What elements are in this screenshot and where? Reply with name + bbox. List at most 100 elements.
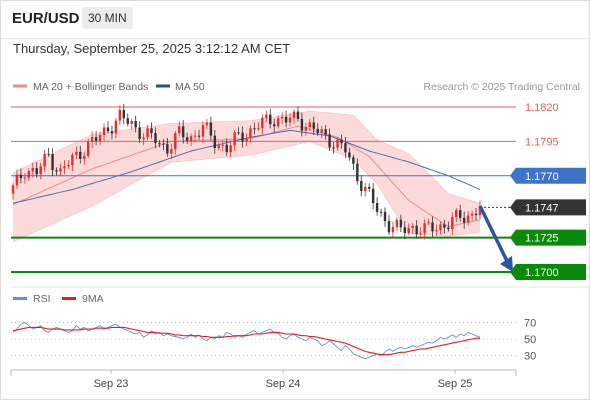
candle-body <box>174 133 177 150</box>
candle-body <box>146 128 149 138</box>
candle <box>304 122 308 136</box>
candle <box>221 140 224 152</box>
candle-body <box>383 211 387 222</box>
candle <box>308 119 312 131</box>
candle <box>138 121 141 143</box>
candle <box>300 112 304 137</box>
candle-body <box>185 137 189 141</box>
support-1-tag <box>510 229 586 246</box>
candle <box>439 221 442 235</box>
candle <box>15 169 19 189</box>
candle <box>11 183 15 200</box>
candle <box>229 140 232 158</box>
candle-body <box>229 145 232 153</box>
candle <box>98 131 102 146</box>
candle-body <box>447 227 450 230</box>
candle <box>443 219 446 234</box>
candle <box>280 112 284 125</box>
candle-body <box>261 117 264 129</box>
candle-body <box>253 128 256 130</box>
candle-body <box>106 127 110 132</box>
candle-body <box>415 225 418 235</box>
candle <box>146 124 149 141</box>
rsi-legend-label: RSI <box>33 293 51 305</box>
candle-body <box>122 110 126 119</box>
candle-body <box>292 111 296 118</box>
support-2-label: 1.1700 <box>525 267 559 279</box>
candle-body <box>466 215 470 223</box>
candle <box>403 221 407 239</box>
candle-body <box>478 206 482 216</box>
candle <box>474 208 478 221</box>
candle-body <box>348 152 351 158</box>
candle-body <box>364 186 367 191</box>
candle <box>375 197 379 216</box>
candle-body <box>142 137 145 140</box>
candle-body <box>51 153 54 171</box>
candle <box>51 148 54 177</box>
credit-label: Research © 2025 Trading Central <box>423 81 580 93</box>
candle <box>67 160 70 169</box>
candle-body <box>11 185 15 194</box>
candle <box>364 182 367 197</box>
candle-body <box>427 222 430 224</box>
chart-header: EUR/USD 30 MIN <box>0 0 590 39</box>
candle-body <box>158 143 161 145</box>
candle <box>102 123 106 142</box>
candle-body <box>245 137 248 142</box>
candle <box>470 210 474 222</box>
candle-body <box>98 135 102 141</box>
candle <box>269 108 272 129</box>
candle <box>253 122 256 135</box>
candle-body <box>102 127 106 136</box>
candle-body <box>23 177 27 179</box>
candle-body <box>257 128 260 130</box>
rsi-legend-swatch <box>13 297 27 300</box>
timeframe-button[interactable]: 30 MIN <box>82 7 133 29</box>
candle <box>94 131 98 146</box>
timestamp: Thursday, September 25, 2025 3:12:12 AM … <box>13 41 291 56</box>
candle-body <box>197 135 201 137</box>
candle-body <box>320 129 323 133</box>
candle <box>451 212 454 236</box>
candle <box>118 105 122 125</box>
candle-body <box>189 136 193 141</box>
rsi-tick-label: 50 <box>524 334 536 346</box>
candle-body <box>59 168 62 172</box>
candle-body <box>79 151 82 159</box>
candle-body <box>284 116 288 123</box>
candle-body <box>43 153 46 167</box>
candle-body <box>31 168 34 172</box>
candle-body <box>75 151 78 155</box>
candle-body <box>459 210 462 218</box>
candle <box>249 125 252 143</box>
bollinger-band <box>13 111 480 242</box>
candle <box>193 130 197 142</box>
candle <box>427 218 430 226</box>
candle <box>419 227 422 239</box>
candle <box>201 121 205 143</box>
candle <box>197 129 201 140</box>
ma50-legend-swatch <box>156 84 170 88</box>
candle-body <box>138 127 141 140</box>
candle-body <box>435 230 438 232</box>
candle-body <box>90 137 94 142</box>
candle <box>27 168 31 181</box>
candle-body <box>300 118 304 131</box>
candle-body <box>217 145 221 149</box>
candle-body <box>55 170 58 172</box>
candle <box>360 175 363 197</box>
candle <box>35 162 38 178</box>
candle <box>205 118 209 129</box>
candle <box>174 130 177 155</box>
candle <box>209 116 213 141</box>
candle-body <box>35 168 38 175</box>
candle-body <box>352 157 355 164</box>
candle-body <box>312 122 315 129</box>
candle <box>71 152 74 172</box>
candle-body <box>403 227 407 233</box>
candle-body <box>114 120 118 134</box>
candle-body <box>71 154 74 166</box>
support-1-label: 1.1725 <box>525 233 559 245</box>
